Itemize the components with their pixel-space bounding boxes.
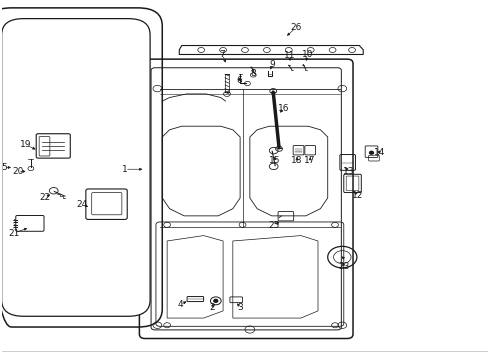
- Text: 16: 16: [278, 104, 289, 113]
- Text: 7: 7: [219, 50, 224, 59]
- Text: 13: 13: [343, 167, 354, 176]
- Text: 6: 6: [236, 76, 242, 85]
- Text: 10: 10: [301, 50, 312, 59]
- Text: 11: 11: [284, 51, 295, 60]
- Text: 23: 23: [337, 262, 349, 271]
- Text: 25: 25: [268, 221, 279, 230]
- Text: 14: 14: [373, 148, 384, 157]
- Text: 12: 12: [351, 190, 363, 199]
- Text: 19: 19: [20, 140, 32, 149]
- Text: 9: 9: [269, 60, 275, 69]
- Text: 8: 8: [249, 69, 255, 78]
- Text: 21: 21: [8, 229, 20, 238]
- Text: 22: 22: [39, 193, 50, 202]
- Text: 15: 15: [269, 156, 280, 165]
- Text: 1: 1: [122, 165, 127, 174]
- FancyBboxPatch shape: [1, 19, 150, 316]
- Text: 20: 20: [12, 167, 23, 176]
- Text: 24: 24: [77, 200, 88, 209]
- Text: 4: 4: [177, 300, 183, 309]
- Text: 26: 26: [290, 23, 301, 32]
- Circle shape: [369, 151, 373, 154]
- FancyBboxPatch shape: [139, 59, 352, 338]
- Text: 3: 3: [237, 303, 243, 312]
- Text: 17: 17: [304, 157, 315, 166]
- Circle shape: [213, 300, 217, 302]
- Text: 5: 5: [1, 163, 7, 172]
- Text: 18: 18: [291, 157, 302, 166]
- Text: 2: 2: [209, 303, 214, 312]
